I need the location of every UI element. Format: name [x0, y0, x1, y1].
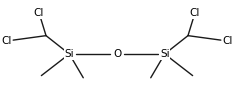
Text: Cl: Cl [190, 8, 200, 18]
Text: Si: Si [65, 49, 74, 59]
Text: O: O [113, 49, 121, 59]
Text: Cl: Cl [34, 8, 44, 18]
Text: Cl: Cl [1, 36, 12, 46]
Text: Cl: Cl [222, 36, 233, 46]
Text: Si: Si [160, 49, 169, 59]
